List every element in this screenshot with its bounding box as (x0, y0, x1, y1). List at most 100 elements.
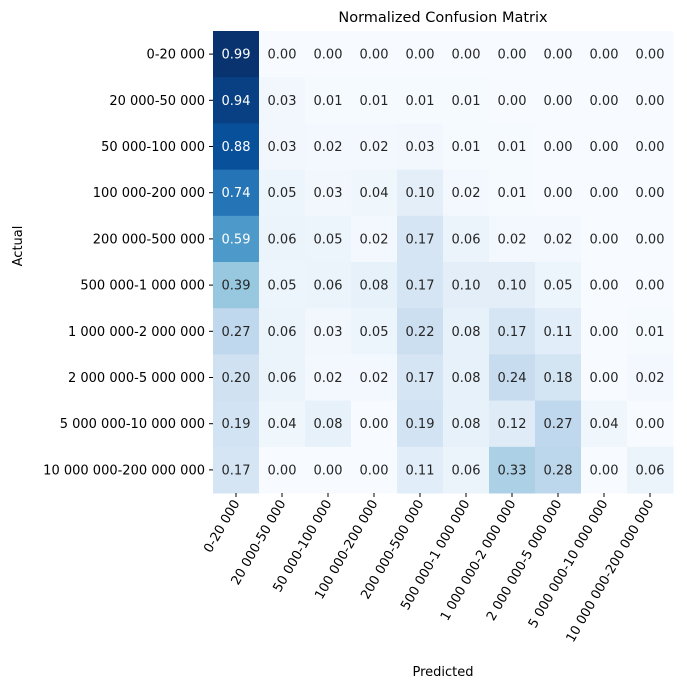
cell-value-label: 0.00 (590, 463, 619, 478)
heatmap-cell (627, 123, 674, 171)
cell-value-label: 0.11 (544, 325, 573, 340)
x-axis-title: Predicted (412, 665, 473, 680)
heatmap-cell (213, 169, 260, 217)
cell-value-label: 0.17 (498, 325, 527, 340)
heatmap-cell (581, 215, 628, 263)
heatmap-cell (489, 31, 536, 78)
cell-value-label: 0.02 (452, 186, 481, 201)
heatmap-cell (581, 400, 628, 448)
y-tick-label: 100 000-200 000 (93, 186, 205, 201)
cell-value-label: 0.00 (636, 279, 665, 294)
heatmap-cell (443, 308, 490, 355)
cell-value-label: 0.00 (268, 463, 297, 478)
cell-value-label: 0.01 (360, 94, 389, 109)
heatmap-cell (351, 308, 398, 355)
y-tick-label: 0-20 000 (147, 48, 205, 63)
heatmap-cell (397, 169, 444, 217)
heatmap-cell (397, 446, 444, 494)
heatmap-cell (581, 446, 628, 494)
heatmap-cell (627, 169, 674, 217)
cell-value-label: 0.06 (268, 325, 297, 340)
cell-value-label: 0.17 (406, 371, 435, 386)
cell-value-label: 0.00 (590, 140, 619, 155)
cell-value-label: 0.05 (360, 325, 389, 340)
cell-value-label: 0.00 (544, 186, 573, 201)
heatmap-cell (397, 31, 444, 78)
heatmap-cell (213, 123, 260, 171)
heatmap-cell (443, 400, 490, 448)
heatmap-cell (489, 262, 536, 309)
cell-value-label: 0.88 (222, 140, 251, 155)
heatmap-cell (581, 31, 628, 78)
cell-value-label: 0.20 (222, 371, 251, 386)
cell-value-label: 0.39 (222, 279, 251, 294)
cell-value-label: 0.01 (498, 186, 527, 201)
cell-value-label: 0.02 (314, 140, 343, 155)
y-tick-label: 1 000 000-2 000 000 (68, 325, 205, 340)
cell-value-label: 0.59 (222, 232, 251, 247)
cell-value-label: 0.10 (452, 279, 481, 294)
heatmap-cell (535, 354, 582, 402)
heatmap-cell (305, 77, 352, 124)
heatmap-cell (351, 446, 398, 494)
heatmap-cell (443, 123, 490, 171)
cell-value-label: 0.06 (452, 232, 481, 247)
cell-value-label: 0.02 (360, 232, 389, 247)
cell-value-label: 0.00 (452, 48, 481, 63)
heatmap-cell (489, 215, 536, 263)
cell-value-label: 0.00 (314, 463, 343, 478)
cell-value-label: 0.19 (406, 417, 435, 432)
cell-value-label: 0.28 (544, 463, 573, 478)
cell-value-label: 0.19 (222, 417, 251, 432)
cell-value-label: 0.02 (314, 371, 343, 386)
heatmap-cell (305, 31, 352, 78)
heatmap-cell (489, 169, 536, 217)
heatmap-cell (397, 123, 444, 171)
heatmap-cell (489, 308, 536, 355)
cell-value-label: 0.02 (360, 371, 389, 386)
cell-value-label: 0.05 (268, 186, 297, 201)
heatmap-cell (489, 354, 536, 402)
y-tick-label: 50 000-100 000 (101, 140, 205, 155)
heatmap-cell (443, 446, 490, 494)
cell-value-label: 0.00 (590, 48, 619, 63)
heatmap-cell (489, 400, 536, 448)
cell-value-label: 0.06 (268, 232, 297, 247)
heatmap-cells: 0.99 0.00 0.00 0.00 0.00 0.00 0.00 0.00 0.00 0.00… (213, 31, 674, 494)
heatmap-cell (213, 31, 260, 78)
y-tick-label: 2 000 000-5 000 000 (68, 371, 205, 386)
y-axis-ticks: 0-20 000 20 000-50 000 50 000-100 000 100 0… (43, 48, 213, 478)
heatmap-cell (443, 215, 490, 263)
heatmap-cell (351, 215, 398, 263)
cell-value-label: 0.00 (636, 232, 665, 247)
heatmap-cell (397, 354, 444, 402)
cell-value-label: 0.00 (314, 48, 343, 63)
heatmap-cell (535, 31, 582, 78)
heatmap-cell (351, 354, 398, 402)
y-tick-label: 10 000 000-200 000 000 (43, 463, 205, 478)
cell-value-label: 0.01 (314, 94, 343, 109)
heatmap-cell (351, 169, 398, 217)
heatmap-cell (305, 215, 352, 263)
heatmap-cell (351, 262, 398, 309)
heatmap-cell (535, 123, 582, 171)
heatmap-cell (581, 77, 628, 124)
x-tick-label: 0-20 000 (201, 498, 243, 556)
heatmap-cell (259, 31, 306, 78)
heatmap-cell (213, 77, 260, 124)
cell-value-label: 0.08 (314, 417, 343, 432)
heatmap-cell (581, 123, 628, 171)
heatmap-cell (397, 77, 444, 124)
heatmap-cell (305, 400, 352, 448)
cell-value-label: 0.08 (452, 325, 481, 340)
cell-value-label: 0.99 (222, 48, 251, 63)
cell-value-label: 0.06 (636, 463, 665, 478)
heatmap-cell (259, 400, 306, 448)
cell-value-label: 0.01 (406, 94, 435, 109)
cell-value-label: 0.02 (498, 232, 527, 247)
heatmap-cell (259, 262, 306, 309)
cell-value-label: 0.17 (406, 232, 435, 247)
heatmap-cell (581, 354, 628, 402)
